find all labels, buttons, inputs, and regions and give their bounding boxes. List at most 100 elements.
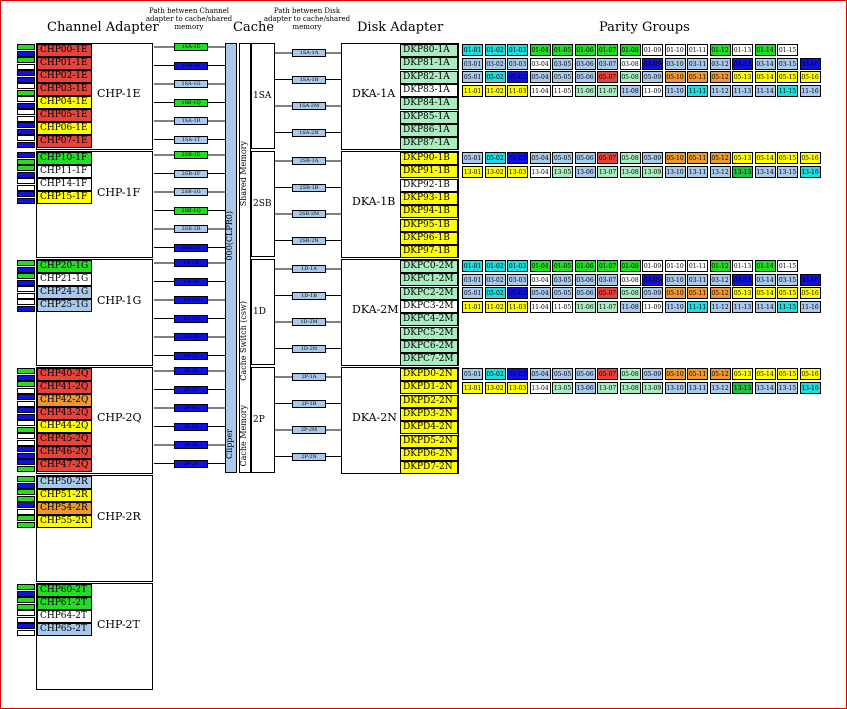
chp-label: CHP46-2Q bbox=[37, 446, 92, 459]
parity-group-cell: 13-10 bbox=[664, 165, 686, 178]
chp-port bbox=[17, 273, 35, 279]
cache-module bbox=[251, 259, 275, 365]
channel-path: 1D-1Q bbox=[174, 314, 208, 323]
parity-group-cell: 03-10 bbox=[664, 57, 686, 70]
parity-group-cell: 13-06 bbox=[574, 381, 596, 394]
disk-path: 2SB-1B bbox=[292, 183, 326, 192]
chp-label: CHP11-1F bbox=[37, 165, 92, 178]
parity-group-cell: 03-09 bbox=[642, 57, 663, 70]
chp-port bbox=[17, 102, 35, 109]
chp-port bbox=[17, 70, 35, 76]
chp-port bbox=[17, 260, 35, 266]
parity-group-cell: 11-03 bbox=[507, 300, 528, 313]
chp-port bbox=[17, 122, 35, 128]
chp-port bbox=[17, 83, 35, 89]
parity-group-cell: 01-01 bbox=[462, 260, 483, 272]
cache-module-label: 2SB bbox=[253, 199, 272, 209]
parity-group-cell: 13-03 bbox=[507, 381, 528, 394]
parity-group-cell: 11-10 bbox=[664, 84, 686, 97]
parity-group-cell: 05-09 bbox=[642, 287, 663, 299]
parity-group-cell: 13-13 bbox=[732, 381, 753, 394]
path-disk-header: Path between Disk adapter to cache/share… bbox=[263, 7, 351, 31]
dka-group-name: DKA-1A bbox=[352, 87, 396, 100]
chp-port bbox=[17, 266, 35, 273]
parity-group-cell: 05-04 bbox=[529, 287, 551, 299]
chp-port bbox=[17, 109, 35, 115]
chp-port bbox=[17, 508, 35, 515]
parity-group-cell: 13-12 bbox=[709, 165, 731, 178]
parity-group-cell: 03-01 bbox=[462, 273, 483, 286]
parity-group-cell: 01-14 bbox=[754, 260, 776, 272]
chp-port bbox=[17, 115, 35, 122]
channel-path: 1D-1E bbox=[174, 259, 208, 267]
parity-group-cell: 11-01 bbox=[462, 84, 483, 97]
parity-group-cell: 01-10 bbox=[664, 260, 686, 272]
chp-label: CHP64-2T bbox=[37, 610, 92, 623]
parity-group-cell: 01-06 bbox=[574, 44, 596, 56]
disk-path: 1D-2N bbox=[292, 344, 326, 353]
parity-group-cell: 13-14 bbox=[754, 381, 776, 394]
parity-group-cell: 05-08 bbox=[619, 152, 641, 164]
parity-group-cell: 03-07 bbox=[597, 273, 618, 286]
chp-label: CHP42-2Q bbox=[37, 394, 92, 407]
chp-port bbox=[17, 465, 35, 472]
parity-group-cell: 05-04 bbox=[529, 71, 551, 83]
chp-port bbox=[17, 128, 35, 135]
parity-group-cell: 05-14 bbox=[754, 368, 776, 380]
channel-path: 1D-1G bbox=[174, 296, 208, 304]
parity-group-cell: 13-09 bbox=[642, 165, 663, 178]
parity-group-cell: 03-11 bbox=[687, 57, 708, 70]
chp-label: CHP51-2R bbox=[37, 489, 92, 502]
parity-group-cell: 13-04 bbox=[529, 381, 551, 394]
parity-group-cell: 05-16 bbox=[799, 71, 821, 83]
parity-group-cell: 03-03 bbox=[507, 57, 528, 70]
parity-group-cell: 01-15 bbox=[777, 260, 798, 272]
dka-label: DKPD7-2N bbox=[400, 461, 458, 475]
parity-group-cell: 01-03 bbox=[507, 44, 528, 56]
chp-port bbox=[17, 413, 35, 420]
parity-group-cell: 01-15 bbox=[777, 44, 798, 56]
parity-group-cell: 11-02 bbox=[484, 300, 506, 313]
disk-path: 1SA-1B bbox=[292, 75, 326, 84]
chp-label: CHP50-2R bbox=[37, 476, 92, 489]
parity-group-cell: 11-05 bbox=[552, 84, 573, 97]
cache-switch-label: Cache Switch (csw) bbox=[239, 301, 248, 381]
chp-label: CHP07-1E bbox=[37, 135, 92, 148]
channel-path: 2P-1E bbox=[174, 367, 208, 375]
chp-port bbox=[17, 420, 35, 426]
chp-port bbox=[17, 584, 35, 590]
parity-group-cell: 05-11 bbox=[687, 287, 708, 299]
channel-path: 1SB-1Q bbox=[174, 98, 208, 107]
parity-group-cell: 03-12 bbox=[709, 57, 731, 70]
dka-label: DKPD2-2N bbox=[400, 394, 458, 408]
chp-label: CHP10-1F bbox=[37, 152, 92, 165]
chp-label: CHP25-1G bbox=[37, 299, 92, 312]
chp-port bbox=[17, 446, 35, 452]
dka-group-name: DKA-2M bbox=[352, 303, 399, 316]
parity-group-cell: 01-13 bbox=[732, 44, 753, 56]
channel-path: 1SA-1E bbox=[174, 43, 208, 51]
parity-group-cell: 03-02 bbox=[484, 273, 506, 286]
parity-group-cell: 13-05 bbox=[552, 165, 573, 178]
channel-path: 1SA-1T bbox=[174, 135, 208, 144]
dka-group-name: DKA-1B bbox=[352, 195, 396, 208]
parity-group-cell: 05-13 bbox=[732, 71, 753, 83]
dka-group-name: DKA-2N bbox=[352, 411, 397, 424]
parity-group-cell: 01-04 bbox=[529, 44, 551, 56]
dka-label: DKPC5-2M bbox=[400, 326, 458, 340]
parity-group-cell: 03-16 bbox=[799, 57, 821, 70]
parity-group-cell: 13-02 bbox=[484, 165, 506, 178]
parity-groups-header: Parity Groups bbox=[599, 20, 690, 35]
parity-group-cell: 13-09 bbox=[642, 381, 663, 394]
parity-group-cell: 05-04 bbox=[529, 152, 551, 164]
parity-group-cell: 13-10 bbox=[664, 381, 686, 394]
dka-label: DKP81-1A bbox=[400, 57, 458, 71]
parity-group-cell: 03-06 bbox=[574, 57, 596, 70]
chp-port bbox=[17, 178, 35, 184]
cache-header: Cache bbox=[233, 20, 275, 35]
chp-port bbox=[17, 482, 35, 489]
chp-port bbox=[17, 394, 35, 400]
parity-group-cell: 05-09 bbox=[642, 71, 663, 83]
parity-group-cell: 11-06 bbox=[574, 300, 596, 313]
parity-group-cell: 05-09 bbox=[642, 368, 663, 380]
